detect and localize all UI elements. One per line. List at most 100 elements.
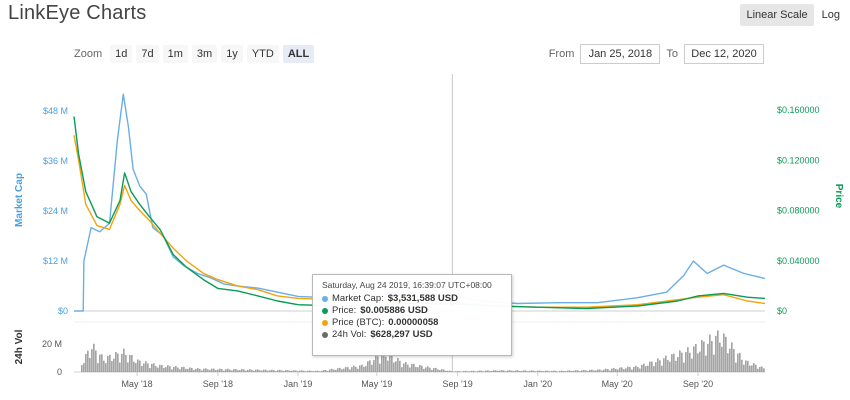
to-date-input[interactable]: [684, 44, 764, 64]
volume-bar: [565, 371, 567, 372]
volume-bar: [353, 365, 355, 372]
volume-bar: [643, 363, 645, 372]
volume-bar: [109, 354, 111, 372]
volume-bar: [239, 370, 241, 372]
zoom-1m-button[interactable]: 1m: [162, 45, 188, 63]
y-left-axis-title: Market Cap: [14, 173, 25, 227]
zoom-1d-button[interactable]: 1d: [110, 45, 133, 63]
volume-bar: [361, 364, 363, 372]
zoom-ytd-button[interactable]: YTD: [246, 45, 279, 63]
log-scale-button[interactable]: Log: [816, 4, 846, 26]
volume-bar: [87, 350, 89, 372]
volume-bar: [369, 360, 371, 372]
volume-bar: [103, 360, 105, 372]
volume-bar: [463, 371, 465, 372]
volume-bar: [345, 366, 347, 372]
volume-bar: [715, 335, 717, 372]
volume-bar: [321, 370, 323, 372]
volume-bar: [553, 370, 555, 372]
volume-bar: [331, 368, 333, 372]
volume-bar: [237, 370, 239, 372]
volume-bar: [453, 371, 455, 373]
volume-bar: [177, 367, 179, 372]
y-right-tick-label: $0: [777, 306, 787, 316]
volume-bar: [677, 357, 679, 372]
volume-bar: [99, 354, 101, 372]
volume-bar: [265, 369, 267, 372]
volume-bar: [601, 370, 603, 372]
y-left-tick-label: $0: [58, 306, 68, 316]
volume-bar: [617, 369, 619, 372]
volume-bar: [621, 367, 623, 372]
volume-bar: [551, 370, 553, 372]
volume-bar: [631, 369, 633, 372]
volume-bar: [445, 370, 447, 372]
tooltip-row-price-btc: Price (BTC): 0.00000058: [313, 316, 511, 328]
volume-bar: [625, 368, 627, 372]
tooltip-value: $3,531,588 USD: [387, 293, 458, 304]
volume-bar: [431, 369, 433, 372]
volume-bar: [763, 368, 765, 372]
volume-bar: [441, 369, 443, 372]
volume-bar: [129, 354, 131, 372]
volume-bar: [593, 370, 595, 372]
volume-bar: [157, 367, 159, 372]
volume-bar: [459, 371, 461, 372]
volume-bar: [283, 370, 285, 372]
volume-bar: [285, 370, 287, 372]
volume-bar: [189, 367, 191, 372]
volume-bar: [711, 341, 713, 372]
volume-bar: [719, 342, 721, 372]
x-tick-label: May '20: [602, 379, 633, 389]
volume-bar: [349, 369, 351, 372]
zoom-3m-button[interactable]: 3m: [191, 45, 218, 63]
volume-bar: [539, 370, 541, 372]
volume-bar: [107, 355, 109, 372]
volume-bar: [655, 362, 657, 372]
volume-bar: [111, 361, 113, 372]
volume-bar: [415, 366, 417, 372]
volume-bar: [433, 368, 435, 372]
volume-bar: [633, 367, 635, 372]
volume-bar: [233, 369, 235, 372]
volume-bar: [585, 370, 587, 372]
volume-bar: [279, 369, 281, 372]
volume-bar: [523, 370, 525, 372]
volume-bar: [505, 371, 507, 372]
volume-bar: [707, 343, 709, 372]
volume-bar: [263, 369, 265, 372]
zoom-1y-button[interactable]: 1y: [221, 45, 243, 63]
volume-bar: [193, 369, 195, 372]
volume-bar: [403, 363, 405, 372]
volume-bar: [663, 358, 665, 372]
linear-scale-button[interactable]: Linear Scale: [740, 4, 814, 26]
volume-bar: [187, 368, 189, 372]
volume-bar: [735, 362, 737, 372]
market-cap-line: [74, 93, 766, 312]
volume-bar: [447, 370, 449, 372]
volume-bar: [147, 363, 149, 372]
zoom-bar: Zoom 1d 7d 1m 3m 1y YTD ALL: [74, 45, 315, 63]
volume-bar: [755, 364, 757, 372]
volume-bar: [221, 369, 223, 372]
tooltip-label: 24h Vol:: [332, 329, 367, 340]
volume-bar: [475, 371, 477, 372]
volume-bar: [577, 370, 579, 372]
volume-bar: [229, 369, 231, 372]
volume-bar: [245, 370, 247, 372]
volume-bar: [717, 330, 719, 372]
volume-bar: [457, 371, 459, 372]
from-date-input[interactable]: [580, 44, 661, 64]
zoom-all-button[interactable]: ALL: [282, 45, 315, 63]
volume-bar: [377, 356, 379, 372]
volume-bar: [115, 351, 117, 372]
volume-bar: [659, 360, 661, 372]
volume-bar: [699, 351, 701, 372]
y-right-tick-label: $0.160000: [777, 105, 820, 115]
x-tick-label: Sep '18: [203, 379, 233, 389]
volume-bar: [337, 368, 339, 372]
zoom-7d-button[interactable]: 7d: [136, 45, 159, 63]
volume-bar: [323, 369, 325, 372]
tooltip-row-price: Price: $0.005886 USD: [313, 304, 511, 316]
